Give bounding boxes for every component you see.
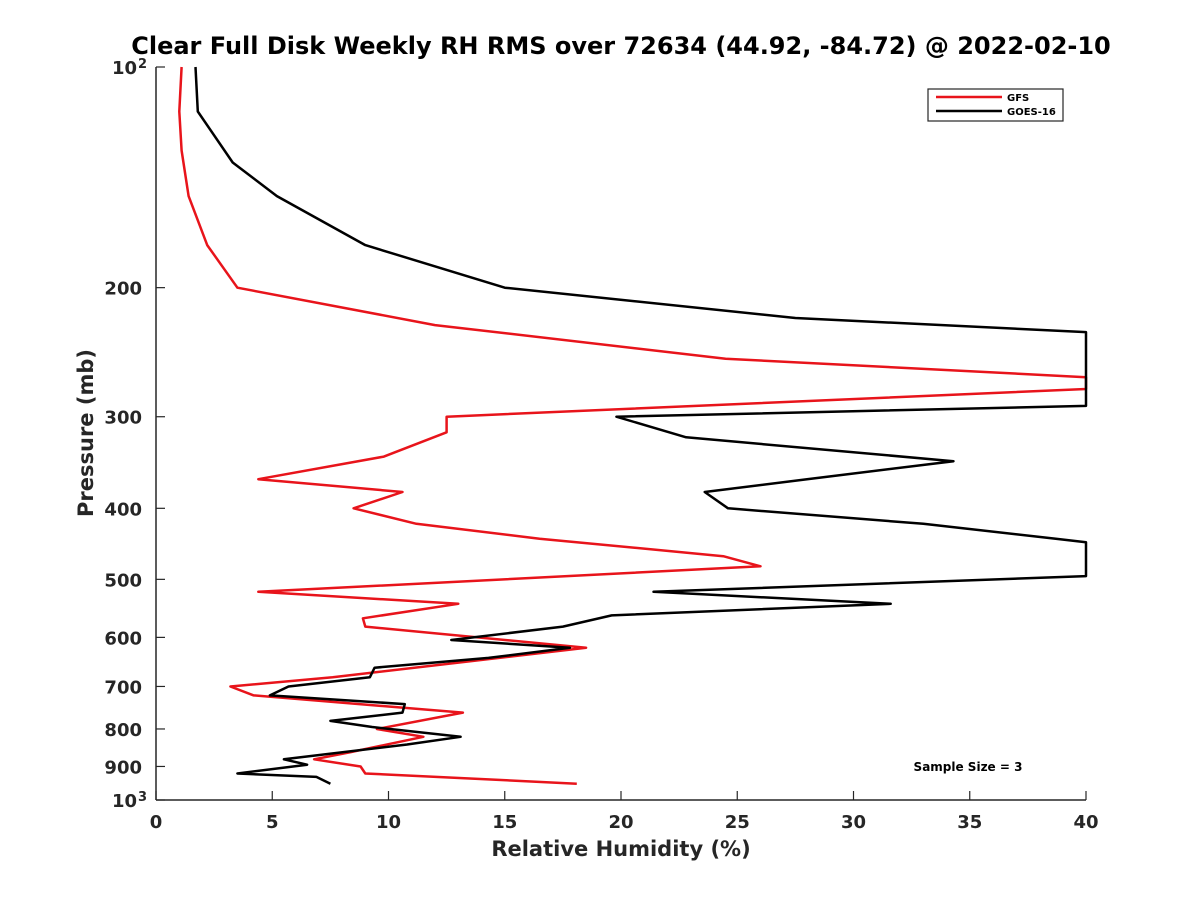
chart-title: Clear Full Disk Weekly RH RMS over 72634… <box>131 32 1111 60</box>
y-tick-exponent: 3 <box>138 790 147 805</box>
legend-label-gfs: GFS <box>1007 93 1029 104</box>
x-tick-label: 25 <box>725 812 750 833</box>
y-tick-label: 10 <box>112 58 137 79</box>
y-tick-label: 200 <box>104 279 142 300</box>
y-tick-exponent: 2 <box>138 57 147 72</box>
x-tick-label: 20 <box>608 812 633 833</box>
y-tick-label: 600 <box>104 628 142 649</box>
y-axis-label: Pressure (mb) <box>74 349 98 517</box>
plot-area <box>156 67 1086 800</box>
legend-label-goes16: GOES-16 <box>1007 107 1056 118</box>
y-tick-label: 400 <box>104 499 142 520</box>
x-tick-label: 0 <box>150 812 163 833</box>
y-tick-label: 300 <box>104 408 142 429</box>
x-tick-label: 10 <box>376 812 401 833</box>
x-tick-label: 15 <box>492 812 517 833</box>
x-axis-label: Relative Humidity (%) <box>491 837 750 861</box>
sample-size-annotation: Sample Size = 3 <box>914 760 1023 774</box>
x-tick-label: 5 <box>266 812 279 833</box>
y-tick-label: 800 <box>104 720 142 741</box>
y-tick-label: 700 <box>104 677 142 698</box>
x-tick-label: 30 <box>841 812 866 833</box>
x-tick-label: 35 <box>957 812 982 833</box>
series-line-goes16 <box>194 66 1088 785</box>
series-line-gfs <box>178 66 1088 785</box>
y-tick-label: 10 <box>112 791 137 812</box>
y-tick-label: 900 <box>104 757 142 778</box>
y-tick-label: 500 <box>104 570 142 591</box>
x-tick-label: 40 <box>1073 812 1098 833</box>
legend-box <box>927 88 1064 122</box>
series-layer <box>178 66 1088 785</box>
legend: GFS GOES-16 <box>927 88 1064 122</box>
x-ticks: 0 5 10 15 20 25 30 35 40 <box>150 791 1099 833</box>
